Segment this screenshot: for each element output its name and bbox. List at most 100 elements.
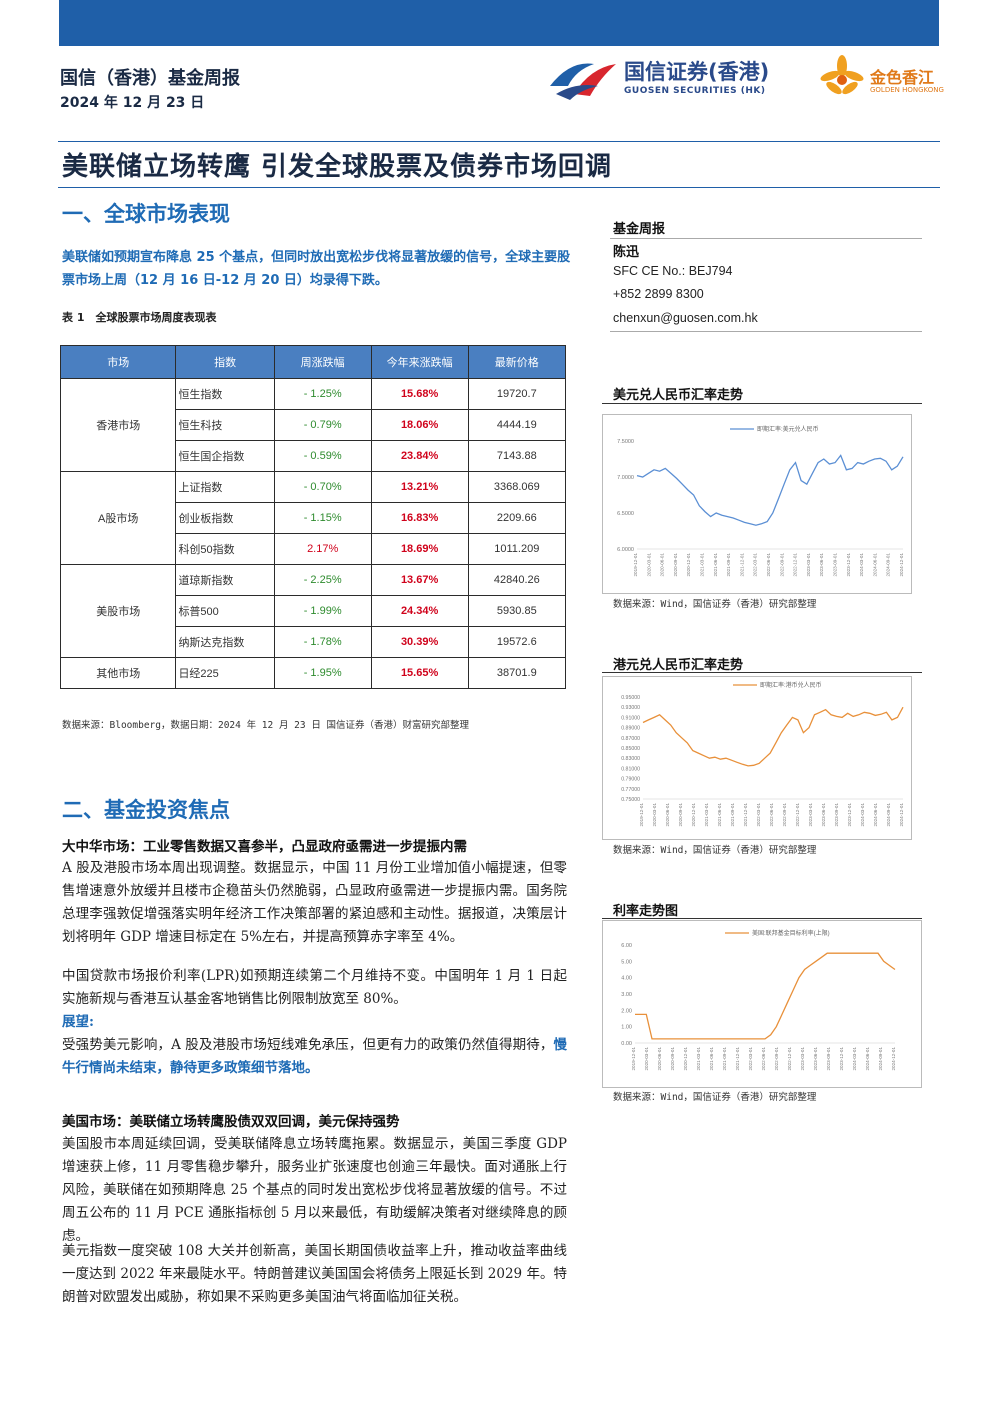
price-cell: 4444.19	[467, 409, 567, 441]
usdcny-chart: 即期汇率:美元兑人民币 6.0000 6.5000 7.0000 7.5000 2019-…	[602, 414, 912, 594]
x-tick-label: 2020-03-01	[646, 553, 651, 577]
ytd-change-cell: 13.67%	[370, 564, 469, 596]
x-tick-label: 2020-03-01	[644, 1047, 649, 1071]
y-tick-label: 0.95000	[621, 695, 640, 701]
x-tick-label: 2019-12-01	[631, 1047, 636, 1071]
sidebar-rule	[610, 238, 922, 239]
price-cell: 1011.209	[467, 533, 567, 565]
y-tick-label: 2.00	[621, 1008, 632, 1014]
x-tick-label: 2021-09-01	[730, 803, 735, 827]
index-cell: 恒生指数	[175, 378, 275, 410]
title-rule-top	[58, 141, 940, 142]
x-tick-label: 2020-06-01	[657, 1047, 662, 1071]
us-market-para1: 美国股市本周延续回调，受美联储降息立场转鹰拖累。数据显示，美国三季度 GDP 增…	[62, 1136, 567, 1244]
top-banner	[59, 0, 939, 46]
us-market-heading: 美国市场：美联储立场转鹰股债双双回调，美元保持强势	[62, 1114, 400, 1130]
x-tick-label: 2022-12-01	[795, 803, 800, 827]
y-tick-label: 0.77000	[621, 787, 640, 793]
x-tick-label: 2024-12-01	[891, 1047, 896, 1071]
price-cell: 3368.069	[467, 471, 567, 503]
x-tick-label: 2024-03-01	[852, 1047, 857, 1071]
x-tick-label: 2022-03-01	[748, 1047, 753, 1071]
x-tick-label: 2020-12-01	[691, 803, 696, 827]
chart1-title: 美元兑人民币汇率走势	[613, 388, 744, 403]
x-tick-label: 2024-09-01	[886, 803, 891, 827]
ytd-change-cell: 15.65%	[370, 657, 469, 689]
golden-hongkong-logo: 金色香江 GOLDEN HONGKONG	[818, 54, 958, 104]
x-tick-label: 2023-03-01	[808, 803, 813, 827]
x-tick-label: 2023-09-01	[833, 553, 838, 577]
table-source: 数据来源：Bloomberg，数据日期：2024 年 12 月 23 日 国信证…	[62, 720, 470, 731]
week-change-cell: - 2.25%	[273, 564, 372, 596]
week-change-cell: - 1.99%	[273, 595, 372, 627]
x-tick-label: 2020-09-01	[670, 1047, 675, 1071]
legend-label: 美国:联邦基金目标利率(上限)	[752, 929, 830, 937]
x-tick-label: 2023-09-01	[826, 1047, 831, 1071]
market-cell: A股市场	[59, 471, 177, 565]
index-cell: 道琼斯指数	[175, 564, 275, 596]
x-tick-label: 2021-06-01	[709, 1047, 714, 1071]
table-row: A股市场 上证指数 - 0.70% 13.21% 3368.069	[59, 471, 567, 565]
col-header-ytd: 今年来涨跌幅	[370, 345, 469, 379]
greater-china-para2: 中国贷款市场报价利率(LPR)如预期连续第二个月维持不变。中国明年 1 月 1 …	[62, 968, 567, 1007]
x-tick-label: 2021-03-01	[696, 1047, 701, 1071]
title-rule-bottom	[58, 187, 940, 188]
ytd-change-cell: 15.68%	[370, 378, 469, 410]
x-tick-label: 2023-06-01	[821, 803, 826, 827]
index-cell: 创业板指数	[175, 502, 275, 534]
x-tick-label: 2021-06-01	[713, 553, 718, 577]
y-tick-label: 0.89000	[621, 726, 640, 732]
x-tick-label: 2020-03-01	[652, 803, 657, 827]
ytd-change-cell: 24.34%	[370, 595, 469, 627]
chart3-rule	[602, 918, 922, 919]
table-row: 标普500 - 1.99% 24.34% 5930.85	[61, 595, 567, 627]
index-cell: 恒生科技	[175, 409, 275, 441]
hkdcny-chart-svg: 即期汇率:港币兑人民币 0.75000 0.77000 0.79000 0.81000 0…	[621, 681, 904, 827]
usdcny-chart-svg: 即期汇率:美元兑人民币 6.0000 6.5000 7.0000 7.5000 2019-…	[617, 425, 904, 577]
guosen-logo: 国信证券(香港) GUOSEN SECURITIES (HK)	[546, 54, 796, 104]
x-tick-label: 2024-06-01	[872, 553, 877, 577]
series-line	[635, 952, 896, 1040]
interest-rate-chart: 美国:联邦基金目标利率(上限) 0.00 1.00 2.00 3.00 4.00 5.00 6…	[602, 920, 922, 1088]
y-tick-label: 0.75000	[621, 797, 640, 803]
x-tick-label: 2022-12-01	[793, 553, 798, 577]
index-cell: 恒生国企指数	[175, 440, 275, 472]
table-header-row: 市场 指数 周涨跌幅 今年来涨跌幅 最新价格	[59, 345, 567, 379]
chart2-title: 港元兑人民币汇率走势	[613, 658, 744, 673]
x-tick-label: 2022-03-01	[756, 803, 761, 827]
x-tick-label: 2021-09-01	[726, 553, 731, 577]
x-tick-label: 2020-12-01	[686, 553, 691, 577]
week-change-cell: - 0.59%	[273, 440, 372, 472]
y-tick-label: 3.00	[621, 992, 632, 998]
x-tick-label: 2023-12-01	[847, 803, 852, 827]
y-tick-label: 0.83000	[621, 756, 640, 762]
index-cell: 标普500	[175, 595, 275, 627]
chart2-source: 数据来源：Wind，国信证券（香港）研究部整理	[613, 845, 817, 856]
interest-rate-chart-svg: 美国:联邦基金目标利率(上限) 0.00 1.00 2.00 3.00 4.00 5.00 6…	[621, 929, 896, 1071]
chart1-rule	[602, 403, 922, 404]
x-tick-label: 2019-12-01	[639, 803, 644, 827]
x-tick-label: 2024-06-01	[865, 1047, 870, 1071]
ytd-change-cell: 18.06%	[370, 409, 469, 441]
week-change-cell: 2.17%	[273, 533, 372, 565]
y-tick-label: 0.91000	[621, 715, 640, 721]
x-tick-label: 2024-03-01	[860, 803, 865, 827]
index-cell: 日经225	[175, 657, 275, 689]
x-tick-label: 2024-12-01	[899, 553, 904, 577]
col-header-index: 指数	[175, 345, 275, 379]
analyst-email[interactable]: chenxun@guosen.com.hk	[613, 311, 758, 325]
x-tick-label: 2022-06-01	[761, 1047, 766, 1071]
x-tick-label: 2021-03-01	[704, 803, 709, 827]
x-tick-label: 2022-09-01	[779, 553, 784, 577]
chart3-title: 利率走势图	[613, 904, 679, 919]
col-header-market: 市场	[59, 345, 177, 379]
legend-label: 即期汇率:港币兑人民币	[760, 681, 822, 689]
sidebar-label: 基金周报	[613, 222, 666, 237]
x-tick-label: 2020-12-01	[683, 1047, 688, 1071]
section2-title: 二、基金投资焦点	[62, 797, 230, 822]
x-tick-label: 2021-12-01	[735, 1047, 740, 1071]
x-tick-label: 2023-09-01	[834, 803, 839, 827]
y-tick-label: 0.93000	[621, 705, 640, 711]
x-tick-label: 2023-06-01	[819, 553, 824, 577]
x-tick-label: 2023-12-01	[839, 1047, 844, 1071]
